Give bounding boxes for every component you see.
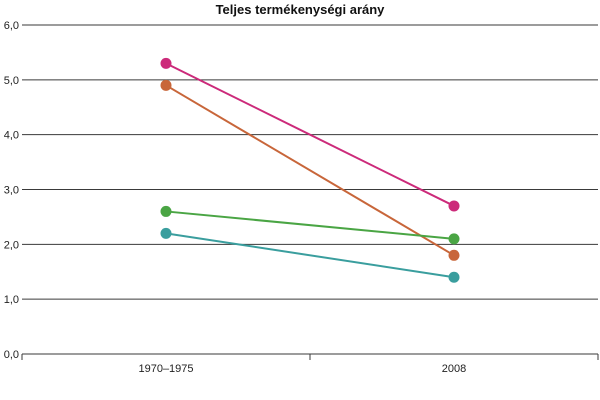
data-point [448, 249, 460, 261]
y-tick-label: 4,0 [4, 130, 19, 142]
data-point [448, 200, 460, 212]
series-line [165, 84, 455, 257]
y-tick-label: 5,0 [4, 75, 19, 87]
data-point [448, 271, 460, 283]
x-axis: 1970–1975 2008 [21, 353, 599, 375]
series-group [160, 57, 460, 283]
y-axis-ticks: 0,0 1,0 2,0 3,0 4,0 5,0 6,0 [4, 20, 19, 361]
data-point [448, 233, 460, 245]
gridlines [22, 24, 598, 300]
y-tick-label: 2,0 [4, 239, 19, 251]
chart-title: Teljes termékenységi arány [216, 2, 386, 17]
data-point [160, 227, 172, 239]
y-tick-label: 3,0 [4, 185, 19, 197]
series-line [165, 62, 455, 207]
series-4 [160, 227, 460, 283]
y-tick-label: 0,0 [4, 349, 19, 361]
y-tick-label: 1,0 [4, 294, 19, 306]
data-point [160, 57, 172, 69]
data-point [160, 79, 172, 91]
series-3 [160, 205, 460, 245]
data-point [160, 205, 172, 217]
y-tick-label: 6,0 [4, 20, 19, 32]
series-line [165, 210, 455, 240]
series-1 [160, 57, 460, 212]
series-2 [160, 79, 460, 261]
series-line [165, 232, 455, 279]
x-tick-label: 1970–1975 [138, 363, 193, 375]
x-tick-label: 2008 [442, 363, 466, 375]
